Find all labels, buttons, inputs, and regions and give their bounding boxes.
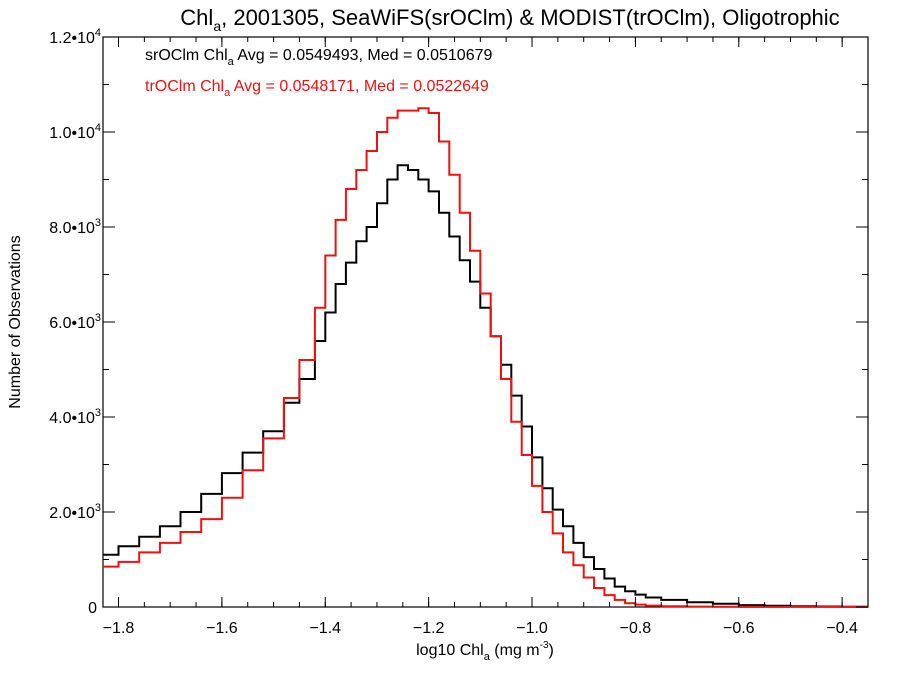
x-axis-label: log10 Chla (mg m-3) (416, 640, 554, 663)
y-axis-label: Number of Observations (7, 235, 24, 408)
chart-title: Chla, 2001305, SeaWiFS(srOClm) & MODIST(… (180, 5, 839, 34)
y-tick-label: 8.0•103 (49, 217, 101, 237)
plot-frame (102, 36, 869, 608)
x-tick-label: −0.4 (826, 620, 858, 637)
series-line-0 (103, 164, 868, 608)
x-tick-label: −1.8 (103, 620, 135, 637)
y-tick-label: 6.0•103 (49, 312, 101, 332)
y-tick-label: 2.0•103 (49, 502, 101, 522)
y-tick-label: 1.0•104 (49, 122, 101, 142)
x-tick-label: −1.4 (309, 620, 341, 637)
series-line-1 (103, 107, 868, 608)
annotation-troclm: trOClm Chla Avg = 0.0548171, Med = 0.052… (145, 78, 489, 99)
y-tick-label: 4.0•103 (49, 407, 101, 427)
annotation-sroclm: srOClm Chla Avg = 0.0549493, Med = 0.051… (145, 47, 492, 68)
x-tick-label: −0.8 (620, 620, 652, 637)
y-tick-label: 0 (88, 600, 97, 617)
series-group (103, 107, 868, 608)
y-axis-ticks: 0 2.0•103 4.0•103 6.0•103 8.0•103 1.0•104 1.2•… (49, 27, 868, 617)
y-tick-label: 1.2•104 (49, 27, 101, 47)
x-tick-label: −1.0 (516, 620, 548, 637)
x-tick-label: −0.6 (723, 620, 755, 637)
x-tick-label: −1.6 (206, 620, 238, 637)
x-axis-ticks: −1.8 −1.6 −1.4 −1.2 −1.0 −0.8 −0.6 −0.4 (103, 37, 858, 637)
x-tick-label: −1.2 (413, 620, 445, 637)
